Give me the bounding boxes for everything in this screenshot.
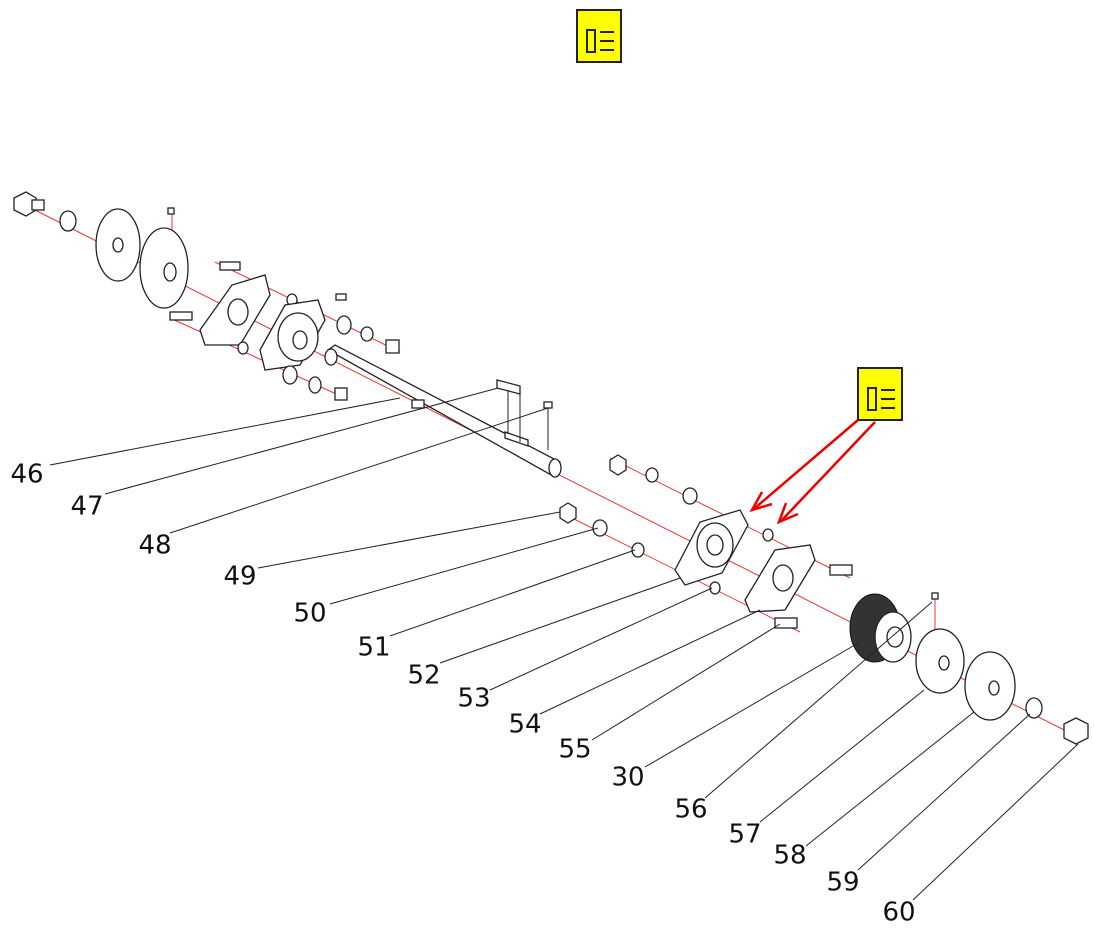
arrows <box>752 420 875 522</box>
part-label: 57 <box>728 820 761 850</box>
part-label: 59 <box>826 868 859 898</box>
part-label: 49 <box>223 562 256 592</box>
note-icon[interactable] <box>858 368 902 420</box>
note-icon[interactable] <box>577 10 621 62</box>
part-label: 47 <box>70 492 103 522</box>
part-label: 50 <box>293 599 326 629</box>
part-label: 52 <box>407 661 440 691</box>
part-label: 53 <box>457 684 490 714</box>
part-label: 58 <box>773 841 806 871</box>
part-label: 60 <box>882 898 915 928</box>
part-label: 56 <box>674 795 707 825</box>
part-label: 48 <box>138 531 171 561</box>
part-label: 55 <box>558 735 591 765</box>
part-label: 30 <box>611 763 644 793</box>
part-label: 54 <box>508 710 541 740</box>
parts-diagram: 46 47 48 49 50 51 52 53 54 55 30 56 57 5… <box>0 0 1094 931</box>
part-label: 51 <box>357 633 390 663</box>
part-label: 46 <box>10 460 43 490</box>
parts <box>14 192 1088 744</box>
